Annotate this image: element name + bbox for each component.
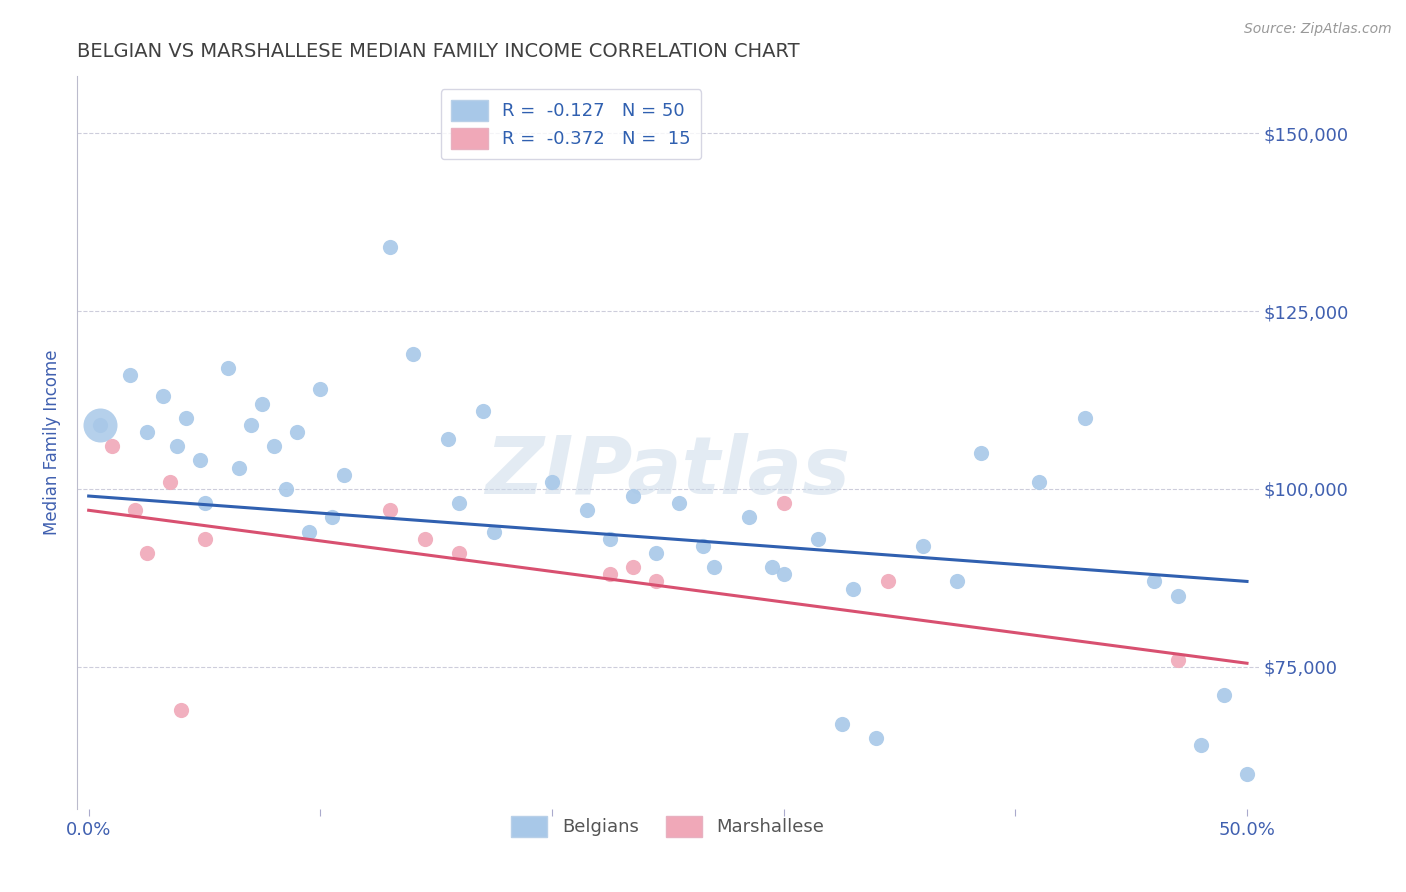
Point [911, 539, 934, 553]
Point [621, 489, 644, 503]
Point [252, 396, 274, 410]
Point [188, 453, 211, 467]
Y-axis label: Median Family Income: Median Family Income [44, 350, 60, 535]
Point [193, 496, 215, 510]
Point [831, 716, 853, 731]
Point [969, 446, 991, 460]
Point [645, 574, 668, 589]
Point [877, 574, 900, 589]
Point [1166, 589, 1188, 603]
Point [217, 361, 239, 376]
Point [152, 389, 174, 403]
Point [263, 439, 285, 453]
Point [807, 532, 830, 546]
Point [703, 560, 725, 574]
Point [378, 240, 401, 254]
Point [285, 425, 308, 439]
Point [1236, 766, 1258, 780]
Point [159, 475, 181, 489]
Point [599, 567, 621, 582]
Point [166, 439, 188, 453]
Point [1212, 688, 1234, 702]
Point [193, 532, 215, 546]
Point [1143, 574, 1166, 589]
Point [135, 425, 157, 439]
Point [449, 496, 471, 510]
Point [772, 567, 794, 582]
Point [1074, 410, 1097, 425]
Point [575, 503, 598, 517]
Point [170, 702, 193, 716]
Text: ZIPatlas: ZIPatlas [485, 433, 851, 511]
Point [738, 510, 761, 524]
Text: Source: ZipAtlas.com: Source: ZipAtlas.com [1244, 22, 1392, 37]
Legend: Belgians, Marshallese: Belgians, Marshallese [505, 809, 831, 844]
Point [645, 546, 668, 560]
Point [124, 503, 146, 517]
Point [120, 368, 142, 382]
Point [599, 532, 621, 546]
Point [101, 439, 124, 453]
Point [332, 467, 354, 482]
Point [89, 417, 111, 432]
Point [228, 460, 250, 475]
Point [761, 560, 783, 574]
Point [89, 417, 111, 432]
Point [413, 532, 436, 546]
Point [239, 417, 262, 432]
Point [621, 560, 644, 574]
Point [865, 731, 887, 745]
Point [135, 546, 157, 560]
Point [1028, 475, 1050, 489]
Point [298, 524, 321, 539]
Point [174, 410, 197, 425]
Point [274, 482, 297, 496]
Point [321, 510, 343, 524]
Point [436, 432, 458, 446]
Point [668, 496, 690, 510]
Point [772, 496, 794, 510]
Point [471, 403, 494, 417]
Point [946, 574, 969, 589]
Point [692, 539, 714, 553]
Point [1189, 738, 1212, 752]
Point [449, 546, 471, 560]
Text: BELGIAN VS MARSHALLESE MEDIAN FAMILY INCOME CORRELATION CHART: BELGIAN VS MARSHALLESE MEDIAN FAMILY INC… [77, 42, 800, 61]
Point [378, 503, 401, 517]
Point [541, 475, 564, 489]
Point [1166, 653, 1188, 667]
Point [402, 347, 425, 361]
Point [482, 524, 505, 539]
Point [842, 582, 865, 596]
Point [309, 382, 332, 396]
